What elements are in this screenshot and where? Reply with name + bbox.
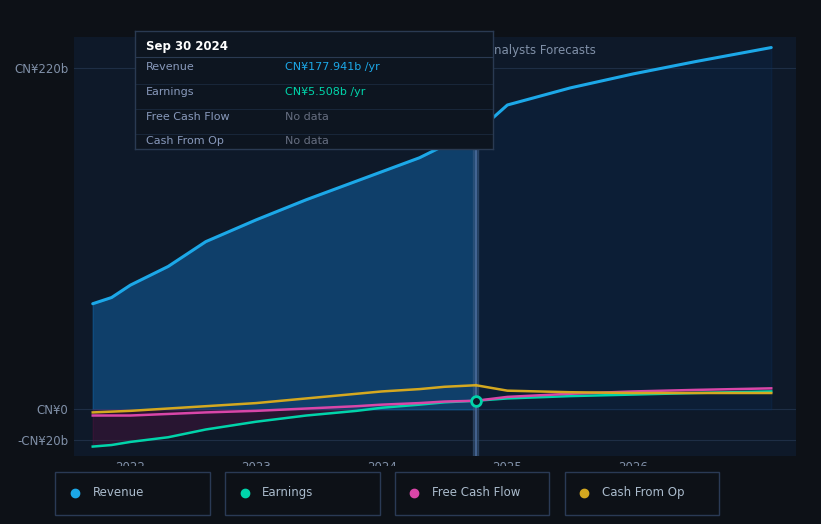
Text: Revenue: Revenue	[93, 486, 144, 499]
Text: Cash From Op: Cash From Op	[146, 136, 224, 146]
Text: Cash From Op: Cash From Op	[602, 486, 685, 499]
Text: Earnings: Earnings	[146, 87, 195, 97]
Text: Free Cash Flow: Free Cash Flow	[146, 112, 230, 122]
Text: Revenue: Revenue	[146, 62, 195, 72]
Text: CN¥177.941b /yr: CN¥177.941b /yr	[286, 62, 380, 72]
Text: CN¥5.508b /yr: CN¥5.508b /yr	[286, 87, 366, 97]
Text: No data: No data	[286, 112, 329, 122]
Text: Earnings: Earnings	[263, 486, 314, 499]
Text: Past: Past	[442, 45, 466, 58]
Text: Free Cash Flow: Free Cash Flow	[432, 486, 521, 499]
Text: No data: No data	[286, 136, 329, 146]
Bar	[474, 37, 479, 456]
Text: Sep 30 2024: Sep 30 2024	[146, 40, 228, 53]
Text: Analysts Forecasts: Analysts Forecasts	[486, 45, 596, 58]
